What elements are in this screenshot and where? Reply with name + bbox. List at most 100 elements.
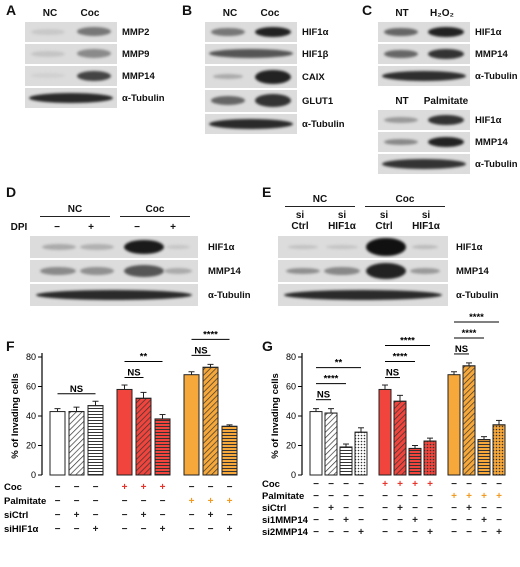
[object Object]-bar-pattern-3 [87, 405, 104, 476]
[object Object]-cell-2-2: − [343, 503, 349, 514]
[object Object]-row-label-2: siCtrl [4, 510, 28, 521]
[object Object]-cell-2-7: + [208, 510, 214, 521]
[object Object]-row-label-2: siCtrl [262, 503, 286, 514]
[object Object]-sig-text-1: NS [127, 368, 140, 379]
[object Object]-bar-4 [116, 388, 133, 476]
[object Object]-cell-0-7: − [208, 482, 214, 493]
blot-a-label-mmp14: MMP14 [122, 71, 155, 82]
[object Object]-cell-0-11: − [496, 479, 502, 490]
[object Object]-cell-4-10: − [481, 527, 487, 538]
[object Object]-bar-pattern-8 [423, 440, 437, 476]
[object Object]-cell-3-1: − [74, 524, 80, 535]
[object Object]-row-label-1: Palmitate [4, 496, 46, 507]
blot-a-row-mmp9 [25, 44, 117, 64]
[object Object]-cell-2-2: − [93, 510, 99, 521]
[object Object]-bar-pattern-9 [221, 425, 238, 476]
[object Object]-cell-0-6: + [412, 479, 418, 490]
panel-label-d: D [6, 184, 17, 200]
[object Object]-cell-2-10: − [481, 503, 487, 514]
[object Object]-cell-0-5: + [397, 479, 403, 490]
[object Object]-cell-2-0: − [55, 510, 61, 521]
[object Object]-cell-0-6: − [189, 482, 195, 493]
panel-label-e: E [262, 184, 272, 200]
blot-d-label-hif1a: HIF1α [208, 242, 235, 253]
[object Object]-cell-3-2: + [93, 524, 99, 535]
[object Object]-bar-7 [183, 374, 200, 476]
[object Object]-bar-pattern-4 [354, 431, 368, 476]
[object Object]-cell-1-10: + [481, 491, 487, 502]
blot-a-row-tubulin [25, 88, 117, 108]
blot-e-lane-3: si Ctrl [375, 210, 393, 232]
[object Object]-ytick-2: 40 [286, 411, 296, 421]
blot-b-label-tubulin: α-Tubulin [302, 119, 345, 130]
blot-b-row-tubulin [205, 114, 297, 134]
blot-b-row-caix [205, 66, 297, 88]
[object Object]-bar-pattern-6 [154, 418, 171, 476]
blot-c-row-tubulin [378, 66, 470, 86]
[object Object]-sig-text-2: ** [335, 358, 343, 369]
[object Object]-cell-3-4: − [141, 524, 147, 535]
[object Object]-bar-pattern-3 [339, 446, 353, 476]
blot-c-row-mmp14 [378, 44, 470, 64]
[object Object]-sig-text-4: **** [203, 329, 218, 340]
[object Object]-row-label-0: Coc [262, 479, 280, 490]
[object Object]-cell-3-8: − [451, 515, 457, 526]
[object Object]-cell-0-4: + [382, 479, 388, 490]
blot-c2-label-hif1a: HIF1α [475, 115, 502, 126]
blot-c2-row-hif1a [378, 110, 470, 130]
[object Object]-sig-text-0: NS [70, 384, 83, 395]
blot-e-row-hif1a [278, 236, 448, 258]
[object Object]-ytick-0: 0 [31, 470, 36, 480]
blot-b-row-hif1a [205, 22, 297, 42]
[object Object]-bar-pattern-6 [393, 400, 407, 476]
[object Object]-bar-pattern-10 [462, 365, 476, 476]
[object Object]-cell-1-3: − [358, 491, 364, 502]
[object Object]-cell-4-2: − [343, 527, 349, 538]
[object Object]-bar-9 [447, 374, 461, 476]
blot-c-col-nt: NT [395, 8, 409, 19]
blot-b-label-caix: CAIX [302, 72, 325, 83]
[object Object]-bar-pattern-7 [408, 447, 422, 476]
blot-c-col-h2o2: H₂O₂ [430, 8, 454, 19]
[object Object]-cell-3-2: + [343, 515, 349, 526]
[object Object]-sig-text-2: ** [140, 352, 148, 363]
[object Object]-cell-3-7: − [427, 515, 433, 526]
[object Object]-cell-3-10: + [481, 515, 487, 526]
blot-d-dpi-3: − [134, 222, 140, 233]
[object Object]-cell-0-9: − [466, 479, 472, 490]
[object Object]-cell-4-11: + [496, 527, 502, 538]
[object Object]-sig-text-1: **** [324, 374, 339, 385]
[object Object]-cell-4-7: + [427, 527, 433, 538]
blot-d-row-tubulin [30, 284, 198, 306]
blot-d-dpi-1: − [54, 222, 60, 233]
[object Object]-bar-pattern-11 [477, 439, 491, 476]
[object Object]-cell-1-2: − [93, 496, 99, 507]
blot-d-label-mmp14: MMP14 [208, 266, 241, 277]
[object Object]-cell-0-3: + [122, 482, 128, 493]
[object Object]-row-label-4: si2MMP14 [262, 527, 309, 538]
[object Object]-row-label-0: Coc [4, 482, 22, 493]
[object Object]-ytick-3: 60 [26, 382, 36, 392]
blot-d-row-hif1a [30, 236, 198, 258]
[object Object]-cell-1-9: + [466, 491, 472, 502]
[object Object]-cell-4-0: − [313, 527, 319, 538]
[object Object]-cell-0-0: − [313, 479, 319, 490]
blot-c2-row-tubulin [378, 154, 470, 174]
[object Object]-cell-0-3: − [358, 479, 364, 490]
[object Object]-sig-text-0: NS [317, 390, 330, 401]
[object Object]-cell-2-6: − [412, 503, 418, 514]
[object Object]-cell-0-0: − [55, 482, 61, 493]
blot-c2-label-tubulin: α-Tubulin [475, 159, 518, 170]
blot-a-col-coc: Coc [80, 8, 100, 19]
[object Object]-cell-2-9: + [466, 503, 472, 514]
[object Object]-cell-3-7: − [208, 524, 214, 535]
blot-b-label-glut1: GLUT1 [302, 96, 334, 107]
[object Object]-cell-3-0: − [313, 515, 319, 526]
[object Object]-cell-2-8: − [451, 503, 457, 514]
[object Object]-sig-text-3: NS [194, 345, 207, 356]
[object Object]-cell-2-5: + [397, 503, 403, 514]
blot-b-row-glut1 [205, 90, 297, 112]
[object Object]-row-label-3: si1MMP14 [262, 515, 309, 526]
[object Object]-cell-2-0: − [313, 503, 319, 514]
